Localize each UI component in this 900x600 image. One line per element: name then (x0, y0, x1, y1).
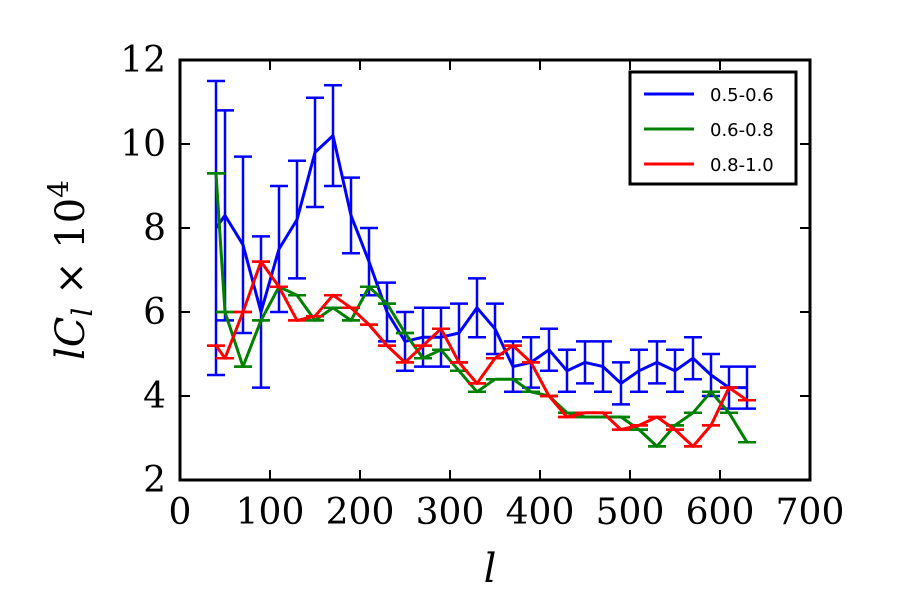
x-tick-label: 0 (169, 492, 192, 533)
x-tick-label: 100 (236, 492, 305, 533)
y-tick-label: 12 (120, 40, 166, 81)
plot-layer (207, 79, 756, 448)
y-axis-label: lCl × 104 (42, 180, 99, 360)
series-line (214, 260, 748, 448)
series-line (214, 134, 747, 390)
y-tick-label: 2 (143, 460, 166, 501)
x-tick-label: 500 (596, 492, 665, 533)
x-tick-label: 700 (776, 492, 845, 533)
y-axis-label-times: × 10 (48, 198, 94, 308)
axes-layer: 0 100 200 300 400 500 600 700 2 4 6 8 10 12 (120, 40, 844, 533)
series-line (214, 173, 749, 448)
series-0.8-1.0 (207, 260, 756, 448)
x-tick-label: 300 (416, 492, 485, 533)
x-tick-label: 600 (686, 492, 755, 533)
legend-label-0.8-1.0: 0.8-1.0 (710, 155, 774, 176)
x-axis-label: l (484, 546, 497, 592)
y-axis-label-sub: l (66, 308, 99, 317)
x-tick-label: 200 (326, 492, 395, 533)
plot-frame (178, 58, 812, 482)
y-tick-label: 4 (143, 376, 166, 417)
y-tick-label: 10 (120, 124, 166, 165)
series-0.5-0.6 (207, 79, 756, 410)
series-0.6-0.8 (207, 172, 756, 448)
x-tick-label: 400 (506, 492, 575, 533)
y-axis-label-sup: 4 (42, 180, 75, 198)
y-axis-label-main: lC (48, 317, 94, 360)
y-tick-label: 8 (143, 208, 166, 249)
legend-label-0.5-0.6: 0.5-0.6 (710, 85, 774, 106)
legend: 0.5-0.6 0.6-0.8 0.8-1.0 (628, 70, 798, 186)
legend-label-0.6-0.8: 0.6-0.8 (710, 120, 774, 141)
y-tick-label: 6 (143, 292, 166, 333)
